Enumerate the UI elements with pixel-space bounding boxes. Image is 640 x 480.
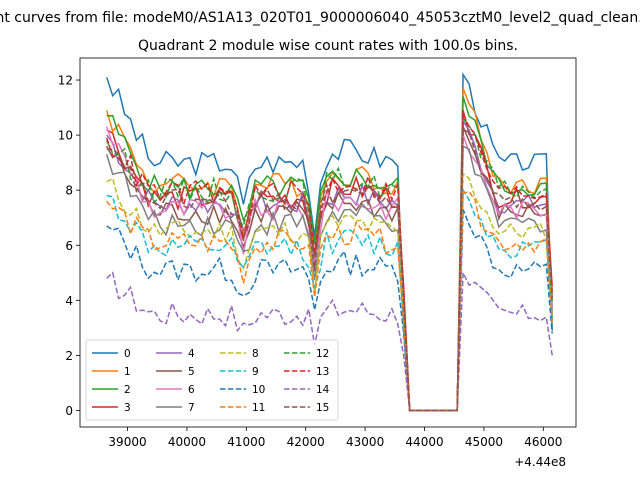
- legend-label-13: 13: [316, 366, 329, 378]
- y-tick-label-4: 4: [65, 294, 73, 308]
- legend-label-3: 3: [124, 402, 131, 414]
- legend-label-6: 6: [188, 384, 195, 396]
- x-tick-label-42000: 42000: [287, 435, 325, 449]
- legend-box: [85, 339, 339, 421]
- y-tick-label-6: 6: [65, 239, 73, 253]
- y-tick-label-10: 10: [58, 129, 73, 143]
- x-tick-label-39000: 39000: [108, 435, 146, 449]
- series-line-15: [106, 128, 553, 412]
- y-tick-label-12: 12: [58, 74, 73, 88]
- legend-label-11: 11: [252, 402, 265, 414]
- plot-area: 39000 40000 41000 42000 43000 44000 45000 46000…: [58, 57, 577, 449]
- y-tick-label-2: 2: [65, 349, 73, 363]
- legend-label-10: 10: [252, 384, 265, 396]
- x-tick-label-44000: 44000: [405, 435, 443, 449]
- x-tick-label-41000: 41000: [227, 435, 265, 449]
- x-tick-label-46000: 46000: [524, 435, 562, 449]
- series-line-14: [106, 271, 553, 412]
- x-tick-label-43000: 43000: [346, 435, 384, 449]
- series-line-11: [106, 191, 553, 412]
- series-line-2: [106, 96, 553, 412]
- series-line-9: [106, 187, 553, 412]
- legend-label-8: 8: [252, 348, 259, 360]
- y-tick-label-8: 8: [65, 184, 73, 198]
- series-line-10: [106, 209, 553, 412]
- legend-label-7: 7: [188, 402, 195, 414]
- x-tick-label-45000: 45000: [465, 435, 503, 449]
- series-line-0: [105, 71, 553, 412]
- series-line-12: [106, 116, 553, 412]
- legend-label-9: 9: [252, 366, 259, 378]
- chart-title: Quadrant 2 module wise count rates with …: [138, 38, 518, 54]
- figure-suptitle: Light curves from file: modeM0/AS1A13_02…: [0, 10, 640, 26]
- series-line-6: [105, 126, 553, 412]
- series-line-3: [106, 110, 553, 412]
- series-line-13: [105, 112, 553, 412]
- legend-label-12: 12: [316, 348, 329, 360]
- legend-label-14: 14: [316, 384, 330, 396]
- legend-label-0: 0: [124, 348, 131, 360]
- series-line-5: [106, 126, 553, 412]
- series-line-8: [106, 172, 553, 412]
- x-offset-label: +4.44e8: [514, 455, 566, 469]
- legend-label-1: 1: [124, 366, 131, 378]
- legend-label-2: 2: [124, 384, 131, 396]
- axes-frame: [79, 57, 577, 428]
- legend-label-4: 4: [188, 348, 195, 360]
- legend-label-15: 15: [316, 402, 329, 414]
- y-tick-label-0: 0: [65, 404, 73, 418]
- legend-label-5: 5: [188, 366, 195, 378]
- x-tick-label-40000: 40000: [168, 435, 206, 449]
